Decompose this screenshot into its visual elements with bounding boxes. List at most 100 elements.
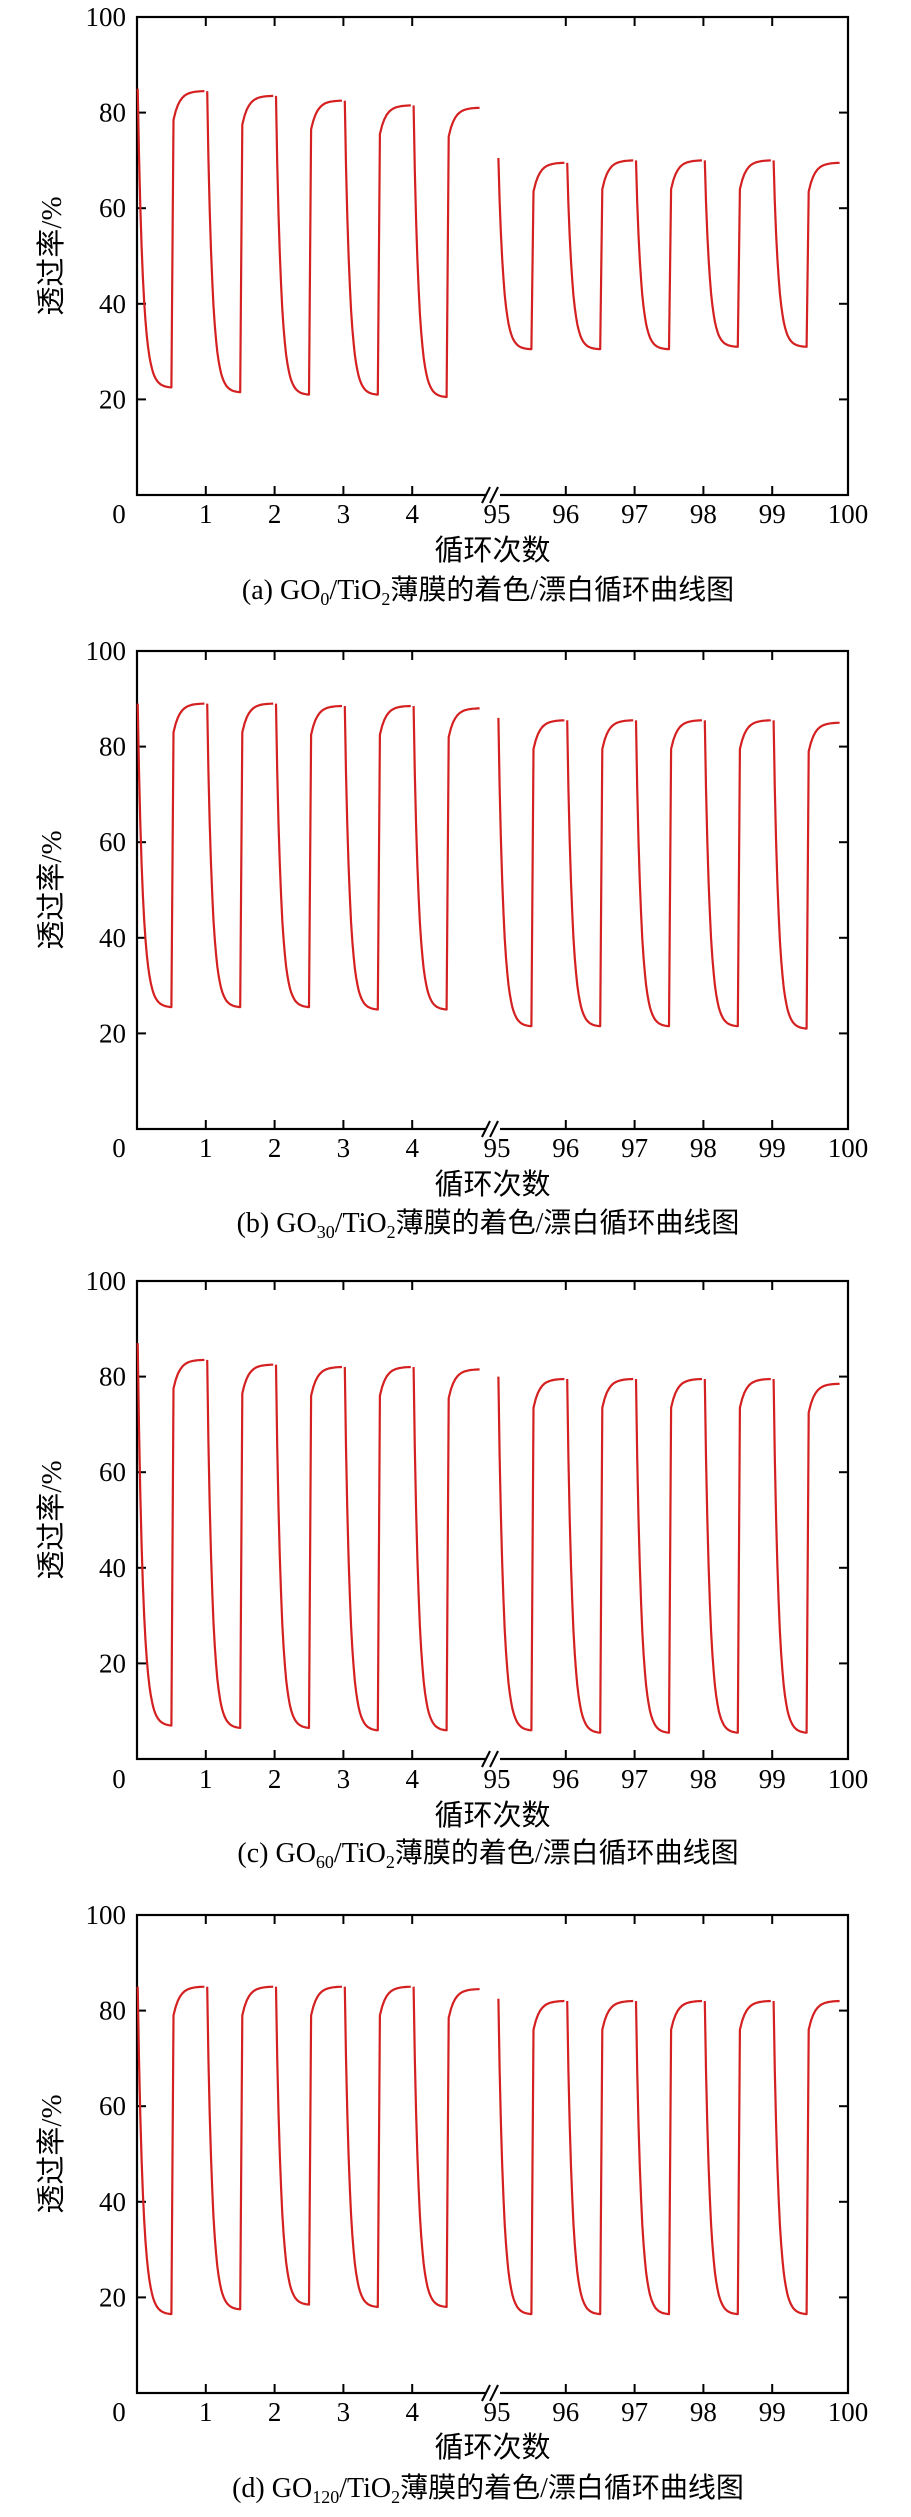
x-tick-label: 4 (405, 499, 419, 529)
x-axis-label: 循环次数 (434, 2431, 550, 2464)
y-axis-label: 透过率/% (35, 1460, 68, 1579)
x-tick-label: 98 (690, 1133, 717, 1163)
y-tick-label: 100 (86, 1900, 127, 1930)
x-tick-label: 3 (337, 1133, 351, 1163)
x-tick-label: 96 (552, 2397, 579, 2427)
y-axis-label: 透过率/% (35, 196, 68, 315)
axis-break-mark (481, 1120, 491, 1138)
y-axis-label: 透过率/% (35, 830, 68, 949)
transmittance-curve-left (136, 88, 480, 399)
x-tick-label: 0 (112, 2397, 126, 2427)
transmittance-curve-right (497, 157, 840, 351)
x-tick-label: 2 (268, 1133, 282, 1163)
transmittance-curve-right (497, 1998, 840, 2316)
y-tick-label: 60 (99, 827, 126, 857)
x-tick-label: 1 (199, 1764, 213, 1794)
x-tick-label: 4 (405, 1133, 419, 1163)
transmittance-curve-left (136, 702, 480, 1011)
x-tick-label: 3 (337, 1764, 351, 1794)
y-tick-label: 80 (99, 732, 126, 762)
axis-break-mark (481, 486, 491, 504)
x-tick-label: 100 (828, 1133, 869, 1163)
x-axis-label: 循环次数 (434, 1799, 550, 1832)
y-tick-label: 100 (86, 636, 127, 666)
x-tick-label: 97 (621, 499, 648, 529)
x-tick-label: 100 (828, 2397, 869, 2427)
x-tick-label: 99 (759, 1764, 786, 1794)
x-tick-label: 2 (268, 1764, 282, 1794)
x-tick-label: 95 (484, 2397, 511, 2427)
y-tick-label: 20 (99, 1018, 126, 1048)
x-tick-label: 1 (199, 1133, 213, 1163)
axis-break-mark (489, 2384, 499, 2402)
panel-caption: (a) GO0/TiO2薄膜的着色/漂白循环曲线图 (242, 574, 734, 609)
x-tick-label: 0 (112, 1133, 126, 1163)
x-tick-label: 1 (199, 2397, 213, 2427)
y-axis-label: 透过率/% (35, 2094, 68, 2213)
transmittance-curve-right (497, 717, 840, 1030)
x-tick-label: 3 (337, 2397, 351, 2427)
x-tick-label: 2 (268, 2397, 282, 2427)
x-tick-label: 1 (199, 499, 213, 529)
chart-panel-d: 20 40 60 80 100 0 1 2 3 4 95 96 97 98 99 100 透过率/% 循环次数 (d… (35, 1900, 868, 2507)
x-tick-label: 100 (828, 499, 869, 529)
x-tick-label: 96 (552, 1764, 579, 1794)
x-tick-label: 98 (690, 499, 717, 529)
y-tick-label: 40 (99, 2187, 126, 2217)
y-tick-label: 20 (99, 1648, 126, 1678)
y-tick-label: 40 (99, 923, 126, 953)
chart-panel-a: 20 40 60 80 100 0 1 2 3 4 95 96 97 98 99 100 透过率/% 循环次数 (a… (35, 2, 868, 609)
x-tick-label: 98 (690, 2397, 717, 2427)
panel-caption: (b) GO30/TiO2薄膜的着色/漂白循环曲线图 (237, 1207, 740, 1242)
transmittance-curve-right (497, 1376, 840, 1734)
x-tick-label: 99 (759, 2397, 786, 2427)
x-tick-label: 99 (759, 499, 786, 529)
x-axis-label: 循环次数 (434, 534, 550, 567)
y-tick-label: 80 (99, 1362, 126, 1392)
axis-break-mark (481, 1750, 491, 1768)
x-tick-label: 95 (484, 499, 511, 529)
plot-frame (135, 1913, 850, 2395)
x-tick-label: 2 (268, 499, 282, 529)
x-tick-label: 96 (552, 1133, 579, 1163)
x-tick-label: 99 (759, 1133, 786, 1163)
axis-break-mark (489, 1750, 499, 1768)
x-tick-label: 97 (621, 1133, 648, 1163)
x-tick-label: 95 (484, 1764, 511, 1794)
x-tick-label: 97 (621, 1764, 648, 1794)
plot-frame (135, 649, 850, 1131)
plot-frame (135, 15, 850, 497)
x-axis-label: 循环次数 (434, 1168, 550, 1201)
y-tick-label: 80 (99, 1996, 126, 2026)
x-tick-label: 4 (405, 2397, 419, 2427)
y-tick-label: 20 (99, 2282, 126, 2312)
y-tick-label: 80 (99, 98, 126, 128)
x-tick-label: 100 (828, 1764, 869, 1794)
y-tick-label: 60 (99, 1457, 126, 1487)
transmittance-curve-left (136, 1985, 480, 2316)
x-tick-label: 97 (621, 2397, 648, 2427)
x-tick-label: 96 (552, 499, 579, 529)
y-tick-label: 100 (86, 1266, 127, 1296)
panel-caption: (d) GO120/TiO2薄膜的着色/漂白循环曲线图 (232, 2472, 744, 2507)
axis-break-mark (489, 486, 499, 504)
x-tick-label: 95 (484, 1133, 511, 1163)
y-tick-label: 60 (99, 2091, 126, 2121)
axis-break-mark (489, 1120, 499, 1138)
x-tick-label: 0 (112, 499, 126, 529)
panel-caption: (c) GO60/TiO2薄膜的着色/漂白循环曲线图 (237, 1837, 738, 1872)
plot-frame (135, 1279, 850, 1761)
y-tick-label: 60 (99, 193, 126, 223)
axis-break-mark (481, 2384, 491, 2402)
transmittance-curve-left (136, 1343, 480, 1732)
y-tick-label: 40 (99, 1553, 126, 1583)
y-tick-label: 20 (99, 384, 126, 414)
x-tick-label: 98 (690, 1764, 717, 1794)
x-tick-label: 4 (405, 1764, 419, 1794)
y-tick-label: 100 (86, 2, 127, 32)
y-tick-label: 40 (99, 289, 126, 319)
chart-panel-b: 20 40 60 80 100 0 1 2 3 4 95 96 97 98 99 100 透过率/% 循环次数 (b… (35, 636, 868, 1242)
x-tick-label: 3 (337, 499, 351, 529)
x-tick-label: 0 (112, 1764, 126, 1794)
